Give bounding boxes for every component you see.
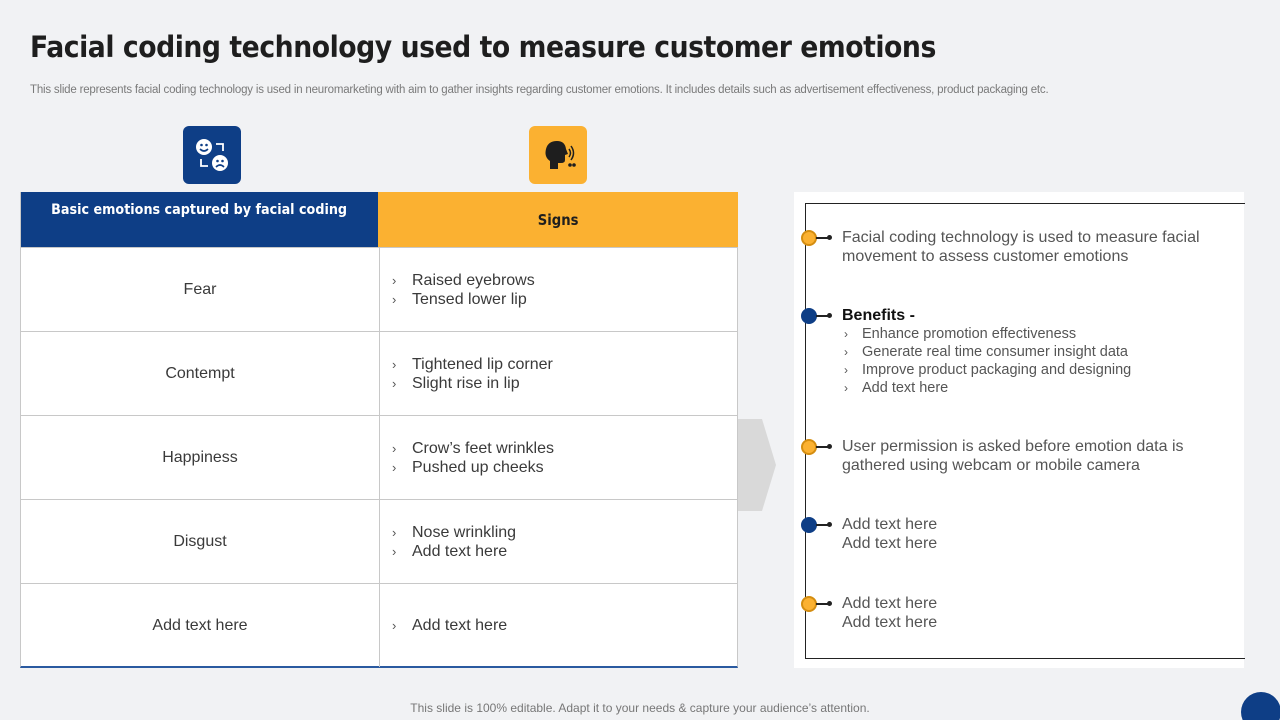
chevron-right-icon: ›: [392, 440, 397, 456]
table-header-signs: Signs: [378, 192, 738, 247]
chevron-right-icon: ›: [844, 363, 848, 377]
signs-cell: › Add text here: [379, 584, 737, 667]
face-scan-icon: [529, 126, 587, 184]
table-row: Contempt › Tightened lip corner › Slight r…: [21, 331, 737, 415]
chevron-right-icon: ›: [392, 356, 397, 372]
table-row: Disgust › Nose wrinkling › Add text here: [21, 499, 737, 583]
emotions-table: Basic emotions captured by facial coding…: [20, 192, 738, 668]
corner-decoration: [1241, 692, 1280, 720]
emotion-cell: Add text here: [152, 616, 248, 634]
chevron-right-icon: ›: [392, 291, 397, 307]
emotion-cell: Disgust: [173, 532, 227, 550]
table-row: Fear › Raised eyebrows › Tensed lower lip: [21, 247, 737, 331]
chevron-right-icon: ›: [844, 345, 848, 359]
signs-cell: › Raised eyebrows › Tensed lower lip: [379, 248, 737, 331]
yellow-dot-icon: [801, 230, 817, 246]
signs-cell: › Nose wrinkling › Add text here: [379, 500, 737, 583]
emotion-cell: Contempt: [165, 364, 235, 382]
yellow-dot-icon: [801, 596, 817, 612]
chevron-right-icon: ›: [392, 459, 397, 475]
yellow-dot-icon: [801, 439, 817, 455]
emotions-faces-icon: [183, 126, 241, 184]
chevron-right-icon: ›: [392, 618, 397, 633]
slide-subtitle: This slide represents facial coding tech…: [30, 84, 1049, 96]
chevron-right-icon: ›: [844, 381, 848, 395]
emotion-cell: Happiness: [162, 448, 238, 466]
chevron-right-icon: ›: [844, 327, 848, 341]
table-header-emotions: Basic emotions captured by facial coding: [21, 192, 378, 247]
footer-note: This slide is 100% editable. Adapt it to…: [410, 701, 870, 715]
table-row: Happiness › Crow’s feet wrinkles › Pushed …: [21, 415, 737, 499]
chevron-right-icon: ›: [392, 524, 397, 540]
arrow-chevron-icon: [738, 419, 776, 511]
blue-dot-icon: [801, 517, 817, 533]
chevron-right-icon: ›: [392, 543, 397, 559]
blue-dot-icon: [801, 308, 817, 324]
slide-title: Facial coding technology used to measure…: [30, 30, 936, 64]
info-panel: Facial coding technology is used to meas…: [794, 192, 1245, 668]
benefits-heading: Benefits -: [842, 307, 915, 324]
panel-frame: [805, 203, 1245, 659]
chevron-right-icon: ›: [392, 272, 397, 288]
table-row: Add text here › Add text here: [21, 583, 737, 667]
chevron-right-icon: ›: [392, 375, 397, 391]
signs-cell: › Crow’s feet wrinkles › Pushed up cheeks: [379, 416, 737, 499]
signs-cell: › Tightened lip corner › Slight rise in li…: [379, 332, 737, 415]
emotion-cell: Fear: [183, 280, 217, 298]
